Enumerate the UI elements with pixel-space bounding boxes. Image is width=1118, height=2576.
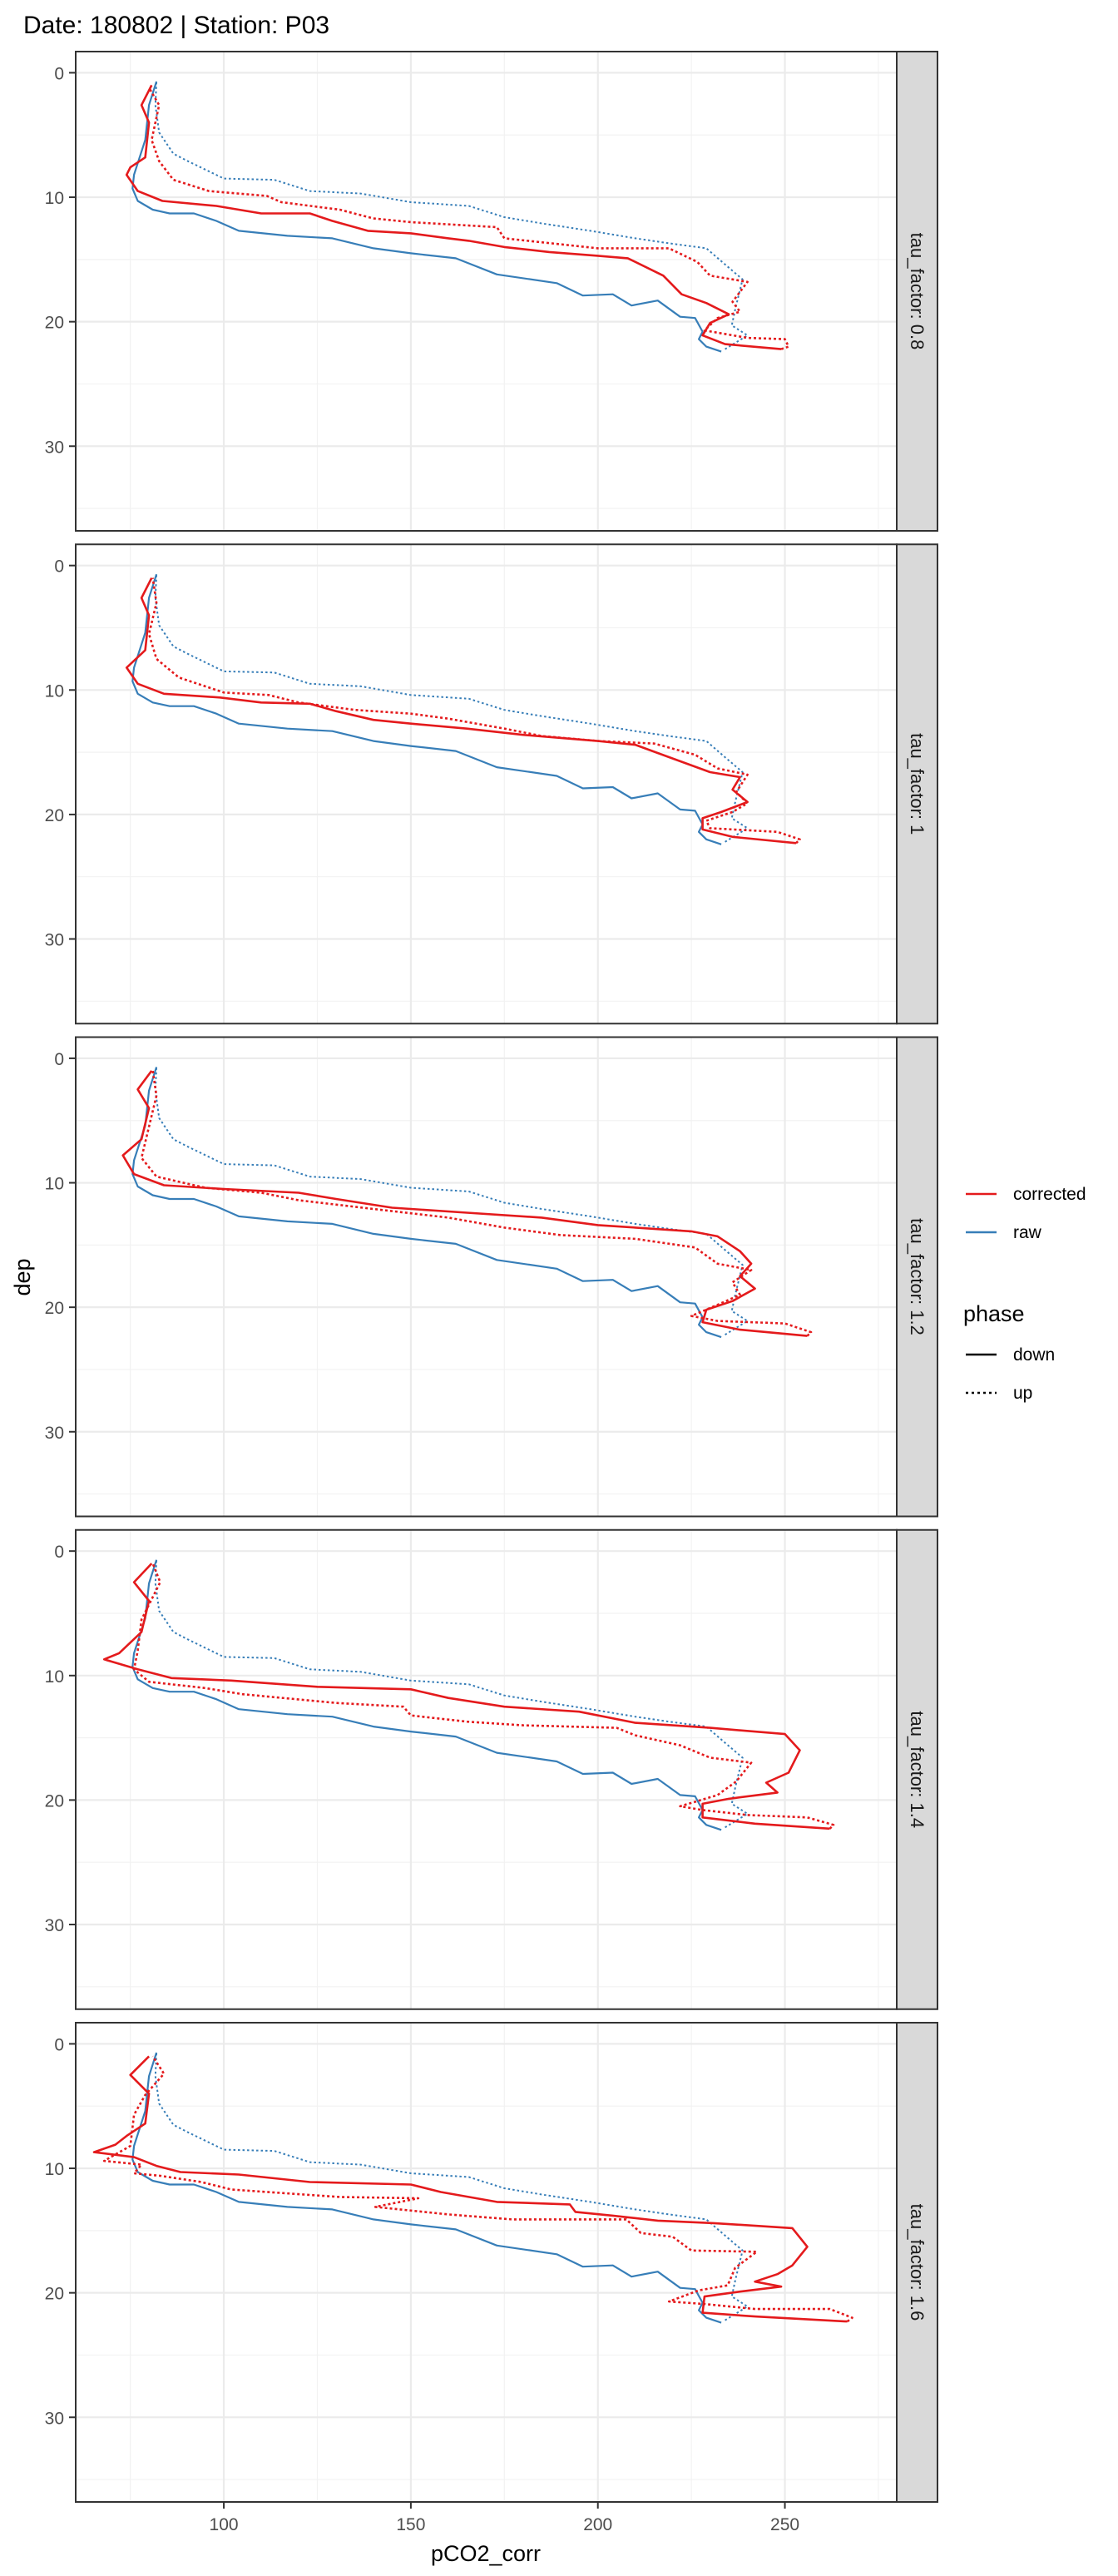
- y-axis-label: dep: [10, 1258, 35, 1295]
- legend-label: raw: [1013, 1223, 1042, 1242]
- series-corrected-up: [132, 1563, 835, 1830]
- series-raw-up: [154, 1559, 749, 1829]
- x-tick-label: 150: [396, 2515, 425, 2534]
- y-tick-label: 0: [54, 64, 64, 83]
- y-tick-label: 0: [54, 1050, 64, 1069]
- series-raw-down: [131, 573, 722, 845]
- y-tick-label: 0: [54, 1543, 64, 1562]
- panel-background: [76, 52, 897, 531]
- x-tick-label: 250: [770, 2515, 799, 2534]
- facet-strip: [896, 543, 938, 1025]
- series-corrected-down: [125, 84, 782, 350]
- facet-panels: tau_factor: 0.8 0 10 20 30 tau_factor: 1 0 10 20…: [45, 51, 938, 2503]
- facet-strip-label: tau_factor: 1.4: [907, 1711, 928, 1828]
- y-tick-label: 0: [54, 2035, 64, 2054]
- y-tick-label: 30: [45, 2409, 64, 2428]
- panel-background: [76, 1037, 897, 1517]
- facet-strip: [896, 51, 938, 532]
- x-axis-label: pCO2_corr: [431, 2541, 541, 2566]
- panel-background: [76, 1529, 897, 2009]
- y-tick-label: 20: [45, 1791, 64, 1811]
- facet-panel: tau_factor: 1.6 0 10 20 30: [45, 2022, 938, 2503]
- y-tick-label: 10: [45, 2160, 64, 2179]
- series-raw-up: [154, 2052, 749, 2321]
- y-tick-label: 20: [45, 314, 64, 333]
- series-raw-down: [131, 1559, 722, 1831]
- y-tick-label: 30: [45, 438, 64, 457]
- facet-panel: tau_factor: 1 0 10 20 30: [45, 543, 938, 1025]
- series-corrected-down: [125, 577, 797, 845]
- series-corrected-down: [102, 1563, 830, 1830]
- series-corrected-up: [147, 577, 801, 845]
- series-corrected-up: [147, 87, 790, 350]
- y-tick-label: 30: [45, 1424, 64, 1443]
- facet-strip-label: tau_factor: 0.8: [907, 233, 928, 350]
- facet-strip: [896, 1036, 938, 1518]
- series-raw-up: [154, 574, 749, 843]
- series-corrected-down: [92, 2055, 848, 2323]
- y-tick-label: 10: [45, 1175, 64, 1194]
- chart-title: Date: 180802 | Station: P03: [23, 12, 329, 39]
- series-raw-down: [131, 81, 722, 353]
- legend-title-phase: phase: [963, 1301, 1025, 1326]
- series-raw-down: [131, 1067, 722, 1339]
- series-raw-down: [131, 2052, 722, 2324]
- legend-label: up: [1013, 1384, 1032, 1403]
- series-raw-up: [154, 81, 749, 350]
- legend-label: corrected: [1013, 1185, 1086, 1204]
- panel-background: [76, 544, 897, 1024]
- facet-panel: tau_factor: 1.2 0 10 20 30: [45, 1036, 938, 1518]
- y-tick-label: 20: [45, 2285, 64, 2304]
- x-tick-label: 200: [583, 2515, 612, 2534]
- panel-background: [76, 2023, 897, 2502]
- facet-panel: tau_factor: 1.4 0 10 20 30: [45, 1528, 938, 2010]
- y-tick-label: 10: [45, 1667, 64, 1687]
- y-tick-label: 30: [45, 931, 64, 950]
- legend: corrected raw phase down up: [963, 1185, 1086, 1403]
- facet-strip: [896, 1528, 938, 2010]
- facet-strip-label: tau_factor: 1.2: [907, 1218, 928, 1335]
- facet-panel: tau_factor: 0.8 0 10 20 30: [45, 51, 938, 532]
- y-tick-label: 10: [45, 189, 64, 208]
- y-tick-label: 10: [45, 681, 64, 701]
- facet-strip-label: tau_factor: 1.6: [907, 2204, 928, 2321]
- y-tick-label: 20: [45, 1299, 64, 1318]
- facet-strip: [896, 2022, 938, 2503]
- x-tick-label: 100: [210, 2515, 239, 2534]
- y-tick-label: 30: [45, 1916, 64, 1935]
- series-corrected-up: [102, 2055, 853, 2323]
- legend-label: down: [1013, 1345, 1055, 1365]
- y-tick-label: 0: [54, 557, 64, 577]
- facet-strip-label: tau_factor: 1: [907, 733, 928, 835]
- y-tick-label: 20: [45, 806, 64, 825]
- x-axis: 100 150 200 250: [210, 2502, 799, 2534]
- series-corrected-down: [121, 1070, 808, 1337]
